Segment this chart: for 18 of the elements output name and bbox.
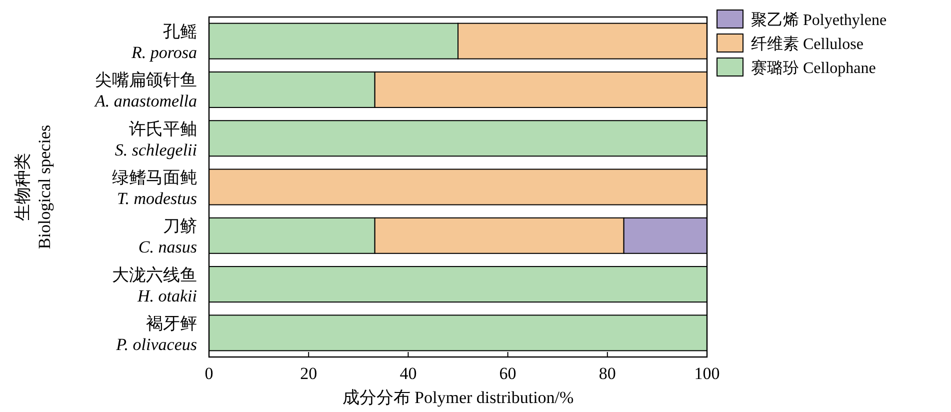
y-axis-title: 生物种类 Biological species <box>13 124 54 250</box>
x-tick-label: 40 <box>400 364 417 384</box>
legend-label: 聚乙烯 Polyethylene <box>751 11 887 29</box>
x-axis-title: 成分分布 Polymer distribution/% <box>342 388 574 407</box>
x-tick-label: 0 <box>204 364 214 384</box>
legend-label: 纤维素 Cellulose <box>751 35 864 53</box>
x-tick-label: 60 <box>499 364 516 384</box>
legend-label: 赛璐玢 Cellophane <box>751 59 876 77</box>
y-tick-label: 尖嘴扁颌针鱼 A. anastomella <box>94 70 197 111</box>
x-tick-label: 100 <box>694 364 720 384</box>
x-tick-label: 80 <box>598 364 616 384</box>
y-tick-label: 刀鲚 C. nasus <box>138 216 198 257</box>
y-tick-label: 许氏平鲉 S. schlegelii <box>114 119 198 160</box>
x-tick-label: 20 <box>300 364 318 384</box>
y-tick-label: 孔鳐 R. porosa <box>130 22 197 62</box>
y-tick-label: 褐牙鲆 P. olivaceus <box>115 314 198 354</box>
y-tick-label: 绿鳍马面鲀 T. modestus <box>112 168 198 208</box>
y-tick-label: 大泷六线鱼 H. otakii <box>112 265 198 306</box>
